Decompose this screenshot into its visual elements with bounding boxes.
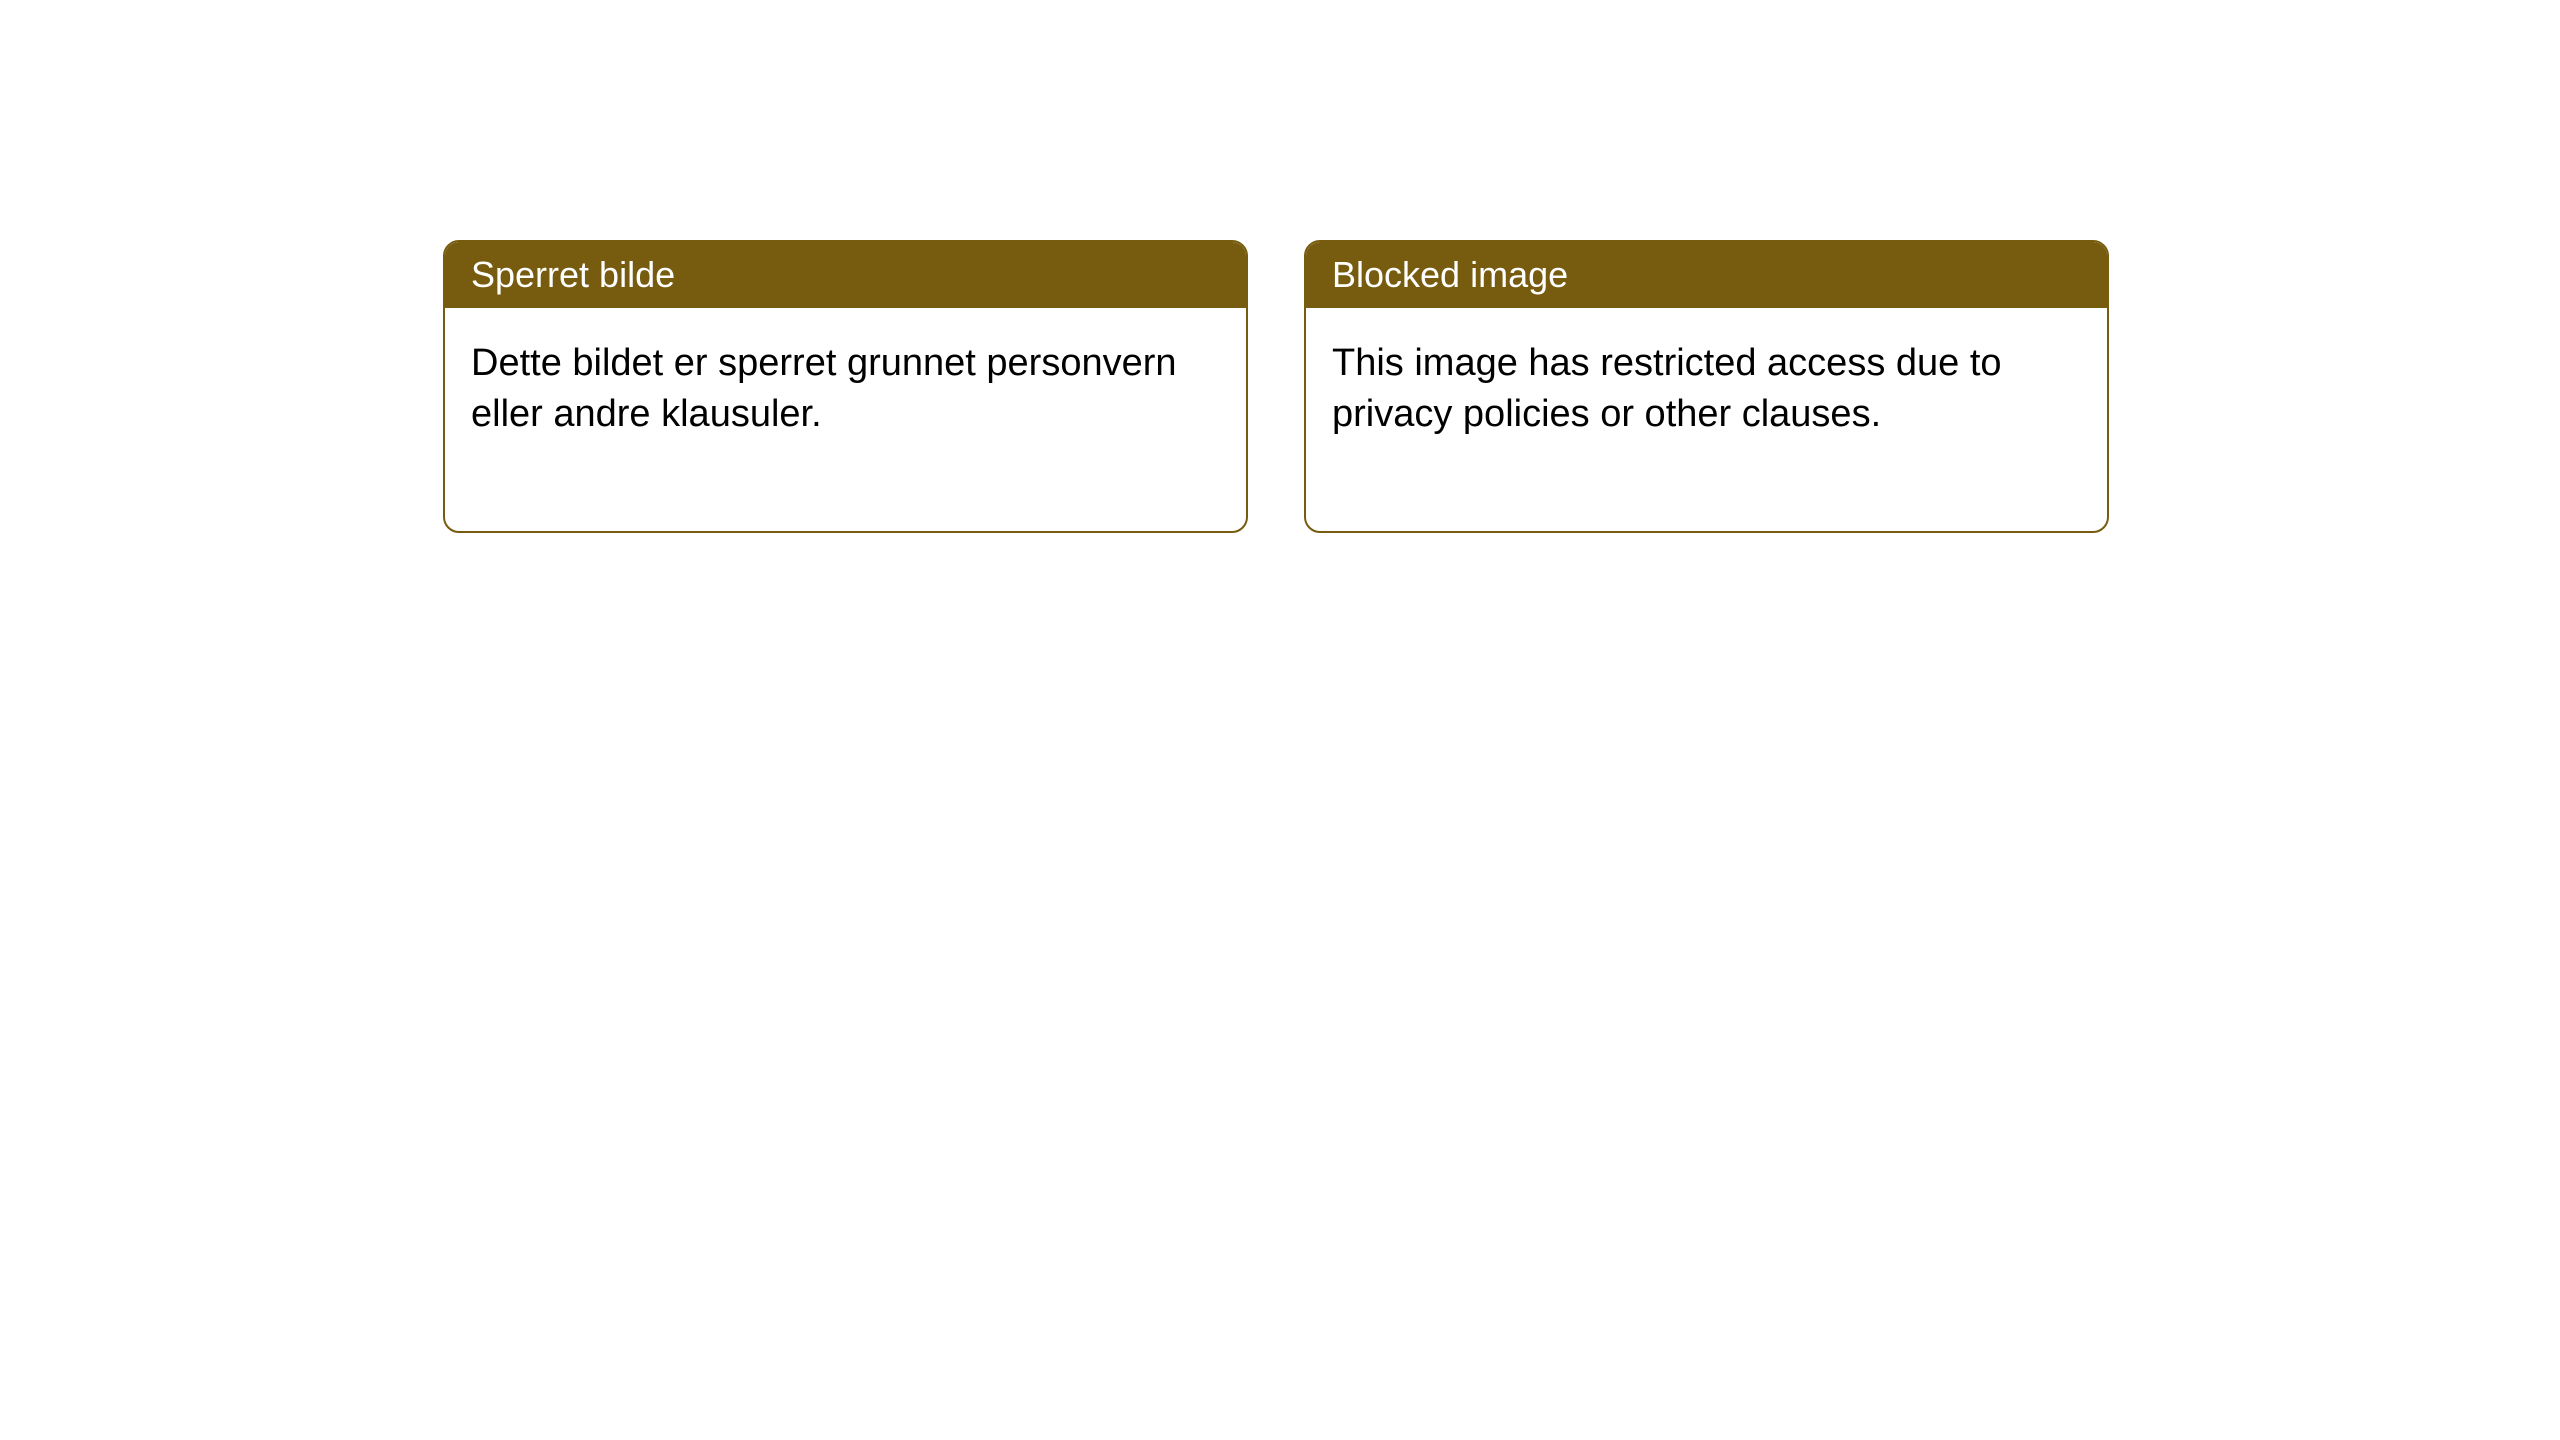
alert-message-english: This image has restricted access due to … xyxy=(1332,342,2002,435)
alert-header-english: Blocked image xyxy=(1306,242,2107,308)
alert-box-norwegian: Sperret bilde Dette bildet er sperret gr… xyxy=(443,240,1248,533)
alert-body-norwegian: Dette bildet er sperret grunnet personve… xyxy=(445,308,1246,531)
alert-body-english: This image has restricted access due to … xyxy=(1306,308,2107,531)
alert-title-english: Blocked image xyxy=(1332,254,1568,295)
alert-message-norwegian: Dette bildet er sperret grunnet personve… xyxy=(471,342,1177,435)
alert-container: Sperret bilde Dette bildet er sperret gr… xyxy=(443,240,2109,533)
alert-header-norwegian: Sperret bilde xyxy=(445,242,1246,308)
alert-title-norwegian: Sperret bilde xyxy=(471,254,675,295)
alert-box-english: Blocked image This image has restricted … xyxy=(1304,240,2109,533)
